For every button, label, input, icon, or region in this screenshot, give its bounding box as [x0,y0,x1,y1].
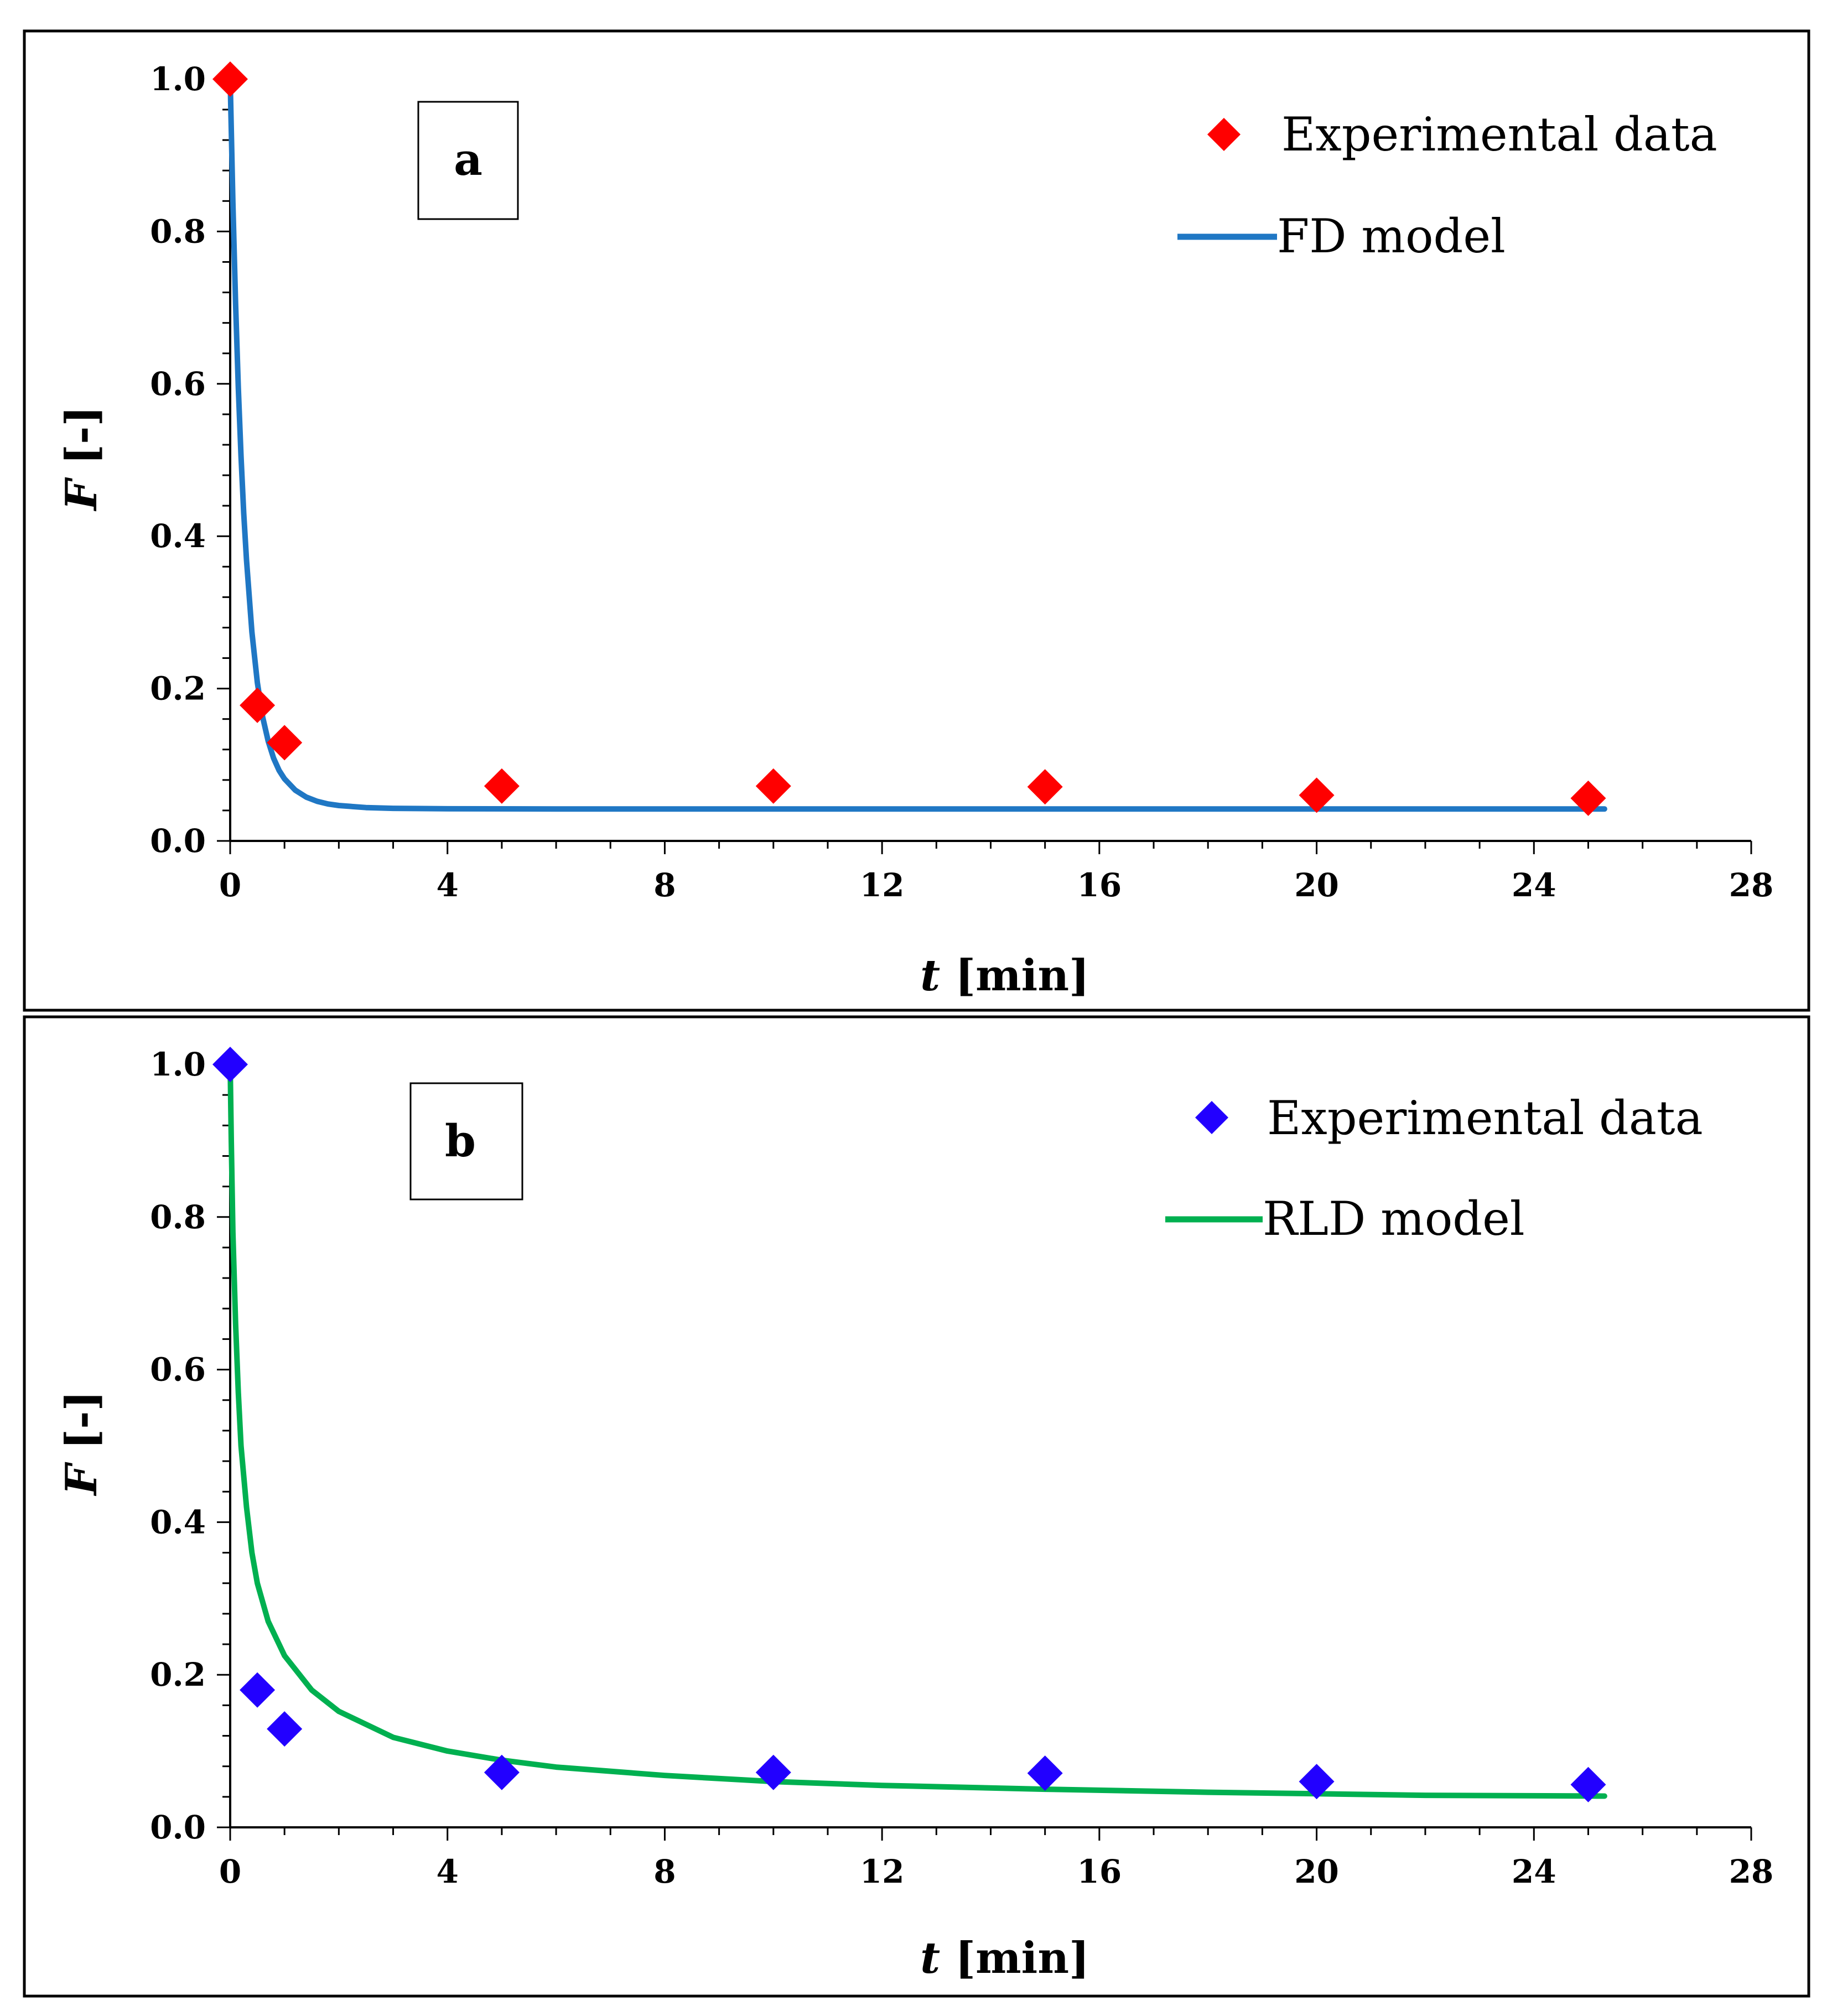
panel-b-legend-label-experimental: Experimental data [1267,1091,1703,1145]
panel-b-x-axis-label: t [min] [920,1933,1089,1983]
panel-b-data-point [484,1754,520,1790]
panel-a-axes: 0 4 8 12 16 20 24 28 0.0 0.2 0.4 0.6 0.8 1.0 [150,60,1773,904]
panel-b-data-point [1027,1755,1063,1791]
panel-a-legend-marker [1207,118,1241,151]
panel-b-data-point [212,1047,248,1082]
panel-a-x-axis-unit: [min] [940,950,1089,1001]
panel-a-letter-box: a [417,101,519,220]
panel-b-series [212,1047,1607,1802]
panel-b-x-tick-label: 4 [437,1853,459,1890]
panel-a-series [212,61,1607,816]
panel-a-letter: a [454,133,482,185]
panel-a-data-point [1570,780,1606,816]
panel-b-data-point [240,1672,276,1708]
panel-b-frame [23,1015,1810,1998]
panel-b-y-tick-label: 0.2 [150,1656,206,1693]
panel-b-x-tick-label: 24 [1512,1853,1556,1890]
panel-b-data-point [1570,1766,1606,1802]
panel-a-y-tick-label: 0.6 [150,365,206,403]
panel-b-x-tick-label: 8 [653,1853,676,1890]
panel-a-frame [23,29,1810,1012]
panel-b-x-axis-unit: [min] [940,1933,1089,1983]
panel-a-y-tick-label: 0.2 [150,670,206,708]
panel-b-y-tick-label: 0.8 [150,1198,206,1236]
panel-a-x-tick-label: 20 [1294,866,1339,904]
panel-a-legend: Experimental data FD model [1177,107,1717,263]
panel-b-data-point [755,1754,791,1790]
panel-a-data-point [267,725,303,761]
panel-a-x-tick-label: 16 [1077,866,1122,904]
panel-a-data-point [1299,777,1335,813]
panel-b-legend: Experimental data RLD model [1165,1091,1703,1246]
panel-b-x-tick-label: 12 [860,1853,905,1890]
panel-a-x-tick-label: 24 [1512,866,1556,904]
panel-a-data-point [484,768,520,804]
panel-a-x-axis-var: t [920,950,940,1001]
panel-b-x-tick-label: 28 [1729,1853,1774,1890]
panel-a-data-point [1027,769,1063,805]
panel-a-y-tick-label: 0.8 [150,212,206,250]
panel-b-data-point [1299,1764,1335,1800]
panel-a-y-axis-label: F [-] [56,406,107,512]
panel-a-legend-label-experimental: Experimental data [1281,107,1717,162]
panel-b-axes: 0 4 8 12 16 20 24 28 0.0 0.2 0.4 0.6 0.8 1.0 [150,1046,1773,1890]
panel-b-y-tick-label: 1.0 [150,1046,206,1083]
panel-a-y-tick-label: 1.0 [150,60,206,98]
panel-b-x-tick-label: 16 [1077,1853,1122,1890]
panel-b-y-tick-label: 0.4 [150,1503,206,1541]
panel-b-x-axis-var: t [920,1933,940,1983]
panel-b-y-axis-unit: [-] [56,1391,107,1464]
panel-a-x-tick-label: 0 [219,866,241,904]
panel-b-y-tick-label: 0.0 [150,1809,206,1846]
panel-a-x-tick-label: 8 [653,866,676,904]
panel-a-x-tick-label: 28 [1729,866,1774,904]
panel-a-model-curve [227,76,1607,812]
panel-b-y-tick-label: 0.6 [150,1351,206,1389]
panel-a-x-axis-label: t [min] [920,950,1089,1001]
panel-a-legend-label-model: FD model [1277,209,1506,263]
panel-a-data-point [240,687,276,723]
panel-b-x-tick-label: 0 [219,1853,241,1890]
panel-a-x-tick-label: 12 [860,866,905,904]
panel-b-data-point [267,1711,303,1747]
panel-a-y-tick-label: 0.4 [150,517,206,555]
panel-a-data-point [212,61,248,97]
panel-a-data-point [755,768,791,804]
panel-b-legend-label-model: RLD model [1263,1192,1525,1246]
panel-b: 0 4 8 12 16 20 24 28 0.0 0.2 0.4 0.6 0.8 1.0 b Experi… [23,1015,1810,1998]
panel-b-letter: b [445,1115,476,1167]
panel-b-letter-box: b [409,1082,523,1201]
panel-a: 0 4 8 12 16 20 24 28 0.0 0.2 0.4 0.6 0.8 1.0 a Experi… [23,29,1810,1012]
panel-a-y-axis-unit: [-] [56,406,107,480]
panel-b-y-axis-var: F [56,1462,107,1496]
panel-b-y-axis-label: F [-] [56,1391,107,1497]
panel-b-legend-marker [1195,1101,1228,1134]
panel-a-x-tick-label: 4 [437,866,459,904]
panel-b-x-tick-label: 20 [1294,1853,1339,1890]
panel-a-y-axis-var: F [56,477,107,511]
panel-a-y-tick-label: 0.0 [150,822,206,860]
